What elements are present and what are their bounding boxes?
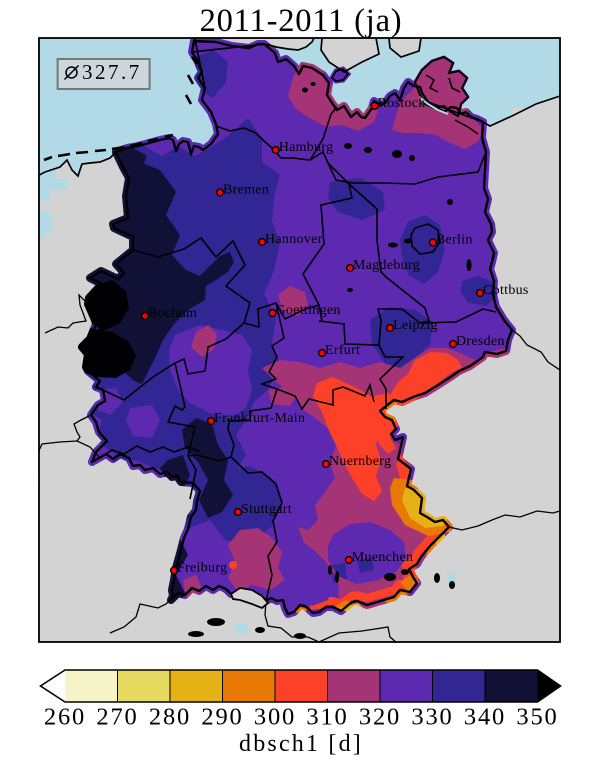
svg-text:Rostock: Rostock [378, 96, 426, 111]
svg-text:Leipzig: Leipzig [393, 318, 438, 333]
svg-text:Dresden: Dresden [456, 334, 505, 349]
svg-text:310: 310 [306, 704, 348, 731]
svg-text:Muenchen: Muenchen [352, 550, 414, 565]
svg-text:Stuttgart: Stuttgart [241, 502, 292, 517]
svg-text:Frankfurt-Main: Frankfurt-Main [214, 411, 305, 426]
svg-text:Magdeburg: Magdeburg [353, 258, 420, 273]
svg-text:Nuernberg: Nuernberg [329, 454, 391, 469]
svg-text:Bochum: Bochum [148, 306, 197, 321]
svg-text:260: 260 [44, 704, 86, 731]
svg-text:270: 270 [96, 704, 138, 731]
svg-text:280: 280 [149, 704, 191, 731]
svg-text:300: 300 [254, 704, 296, 731]
svg-text:330: 330 [411, 704, 453, 731]
svg-text:350: 350 [516, 704, 558, 731]
svg-text:Erfurt: Erfurt [325, 343, 360, 358]
svg-text:327.7: 327.7 [82, 60, 142, 84]
svg-text:290: 290 [201, 704, 243, 731]
svg-text:Hamburg: Hamburg [279, 140, 334, 155]
svg-text:Cottbus: Cottbus [483, 283, 529, 298]
svg-text:Freiburg: Freiburg [177, 560, 227, 575]
svg-text:340: 340 [464, 704, 506, 731]
svg-text:Goettingen: Goettingen [276, 303, 341, 318]
svg-text:Berlin: Berlin [436, 233, 473, 248]
svg-text:Bremen: Bremen [223, 183, 269, 198]
svg-text:dbsch1 [d]: dbsch1 [d] [239, 731, 363, 757]
svg-text:Hannover: Hannover [265, 232, 323, 247]
svg-text:2011-2011 (ja): 2011-2011 (ja) [200, 3, 403, 39]
svg-text:320: 320 [359, 704, 401, 731]
